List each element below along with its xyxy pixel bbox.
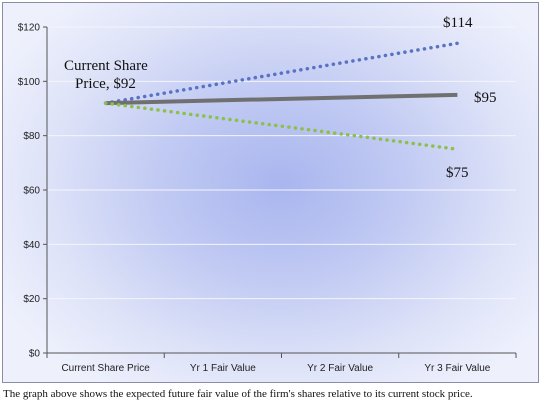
y-tick-label: $120 <box>18 23 41 34</box>
y-tick-label: $40 <box>23 240 40 251</box>
y-tick-label: $100 <box>18 77 41 88</box>
series-lines <box>103 41 460 152</box>
y-tick-label: $60 <box>23 186 40 197</box>
chart-labels: Current Share Price, $92 $114 $95 $75 $0… <box>18 15 497 374</box>
x-category-label: Yr 2 Fair Value <box>307 363 373 374</box>
axes <box>43 26 517 358</box>
annotation-mid-value: $95 <box>474 90 497 106</box>
y-tick-label: $20 <box>23 294 40 305</box>
annotation-start-line2: Price, $92 <box>75 76 136 92</box>
series-line-1 <box>103 41 460 105</box>
chart-frame <box>2 2 539 383</box>
annotation-high-value: $114 <box>443 15 473 31</box>
annotation-low-value: $75 <box>446 165 469 181</box>
gridlines <box>47 26 516 300</box>
series-line-2 <box>105 92 458 106</box>
x-category-label: Current Share Price <box>61 363 150 374</box>
line-chart: Current Share Price, $92 $114 $95 $75 $0… <box>18 15 517 374</box>
x-category-label: Yr 3 Fair Value <box>424 363 490 374</box>
x-category-label: Yr 1 Fair Value <box>190 363 256 374</box>
series-line-3 <box>103 101 460 152</box>
annotation-start-line1: Current Share <box>64 58 148 74</box>
y-tick-label: $80 <box>23 131 40 142</box>
chart-caption: The graph above shows the expected futur… <box>3 388 473 400</box>
y-tick-label: $0 <box>29 349 41 360</box>
